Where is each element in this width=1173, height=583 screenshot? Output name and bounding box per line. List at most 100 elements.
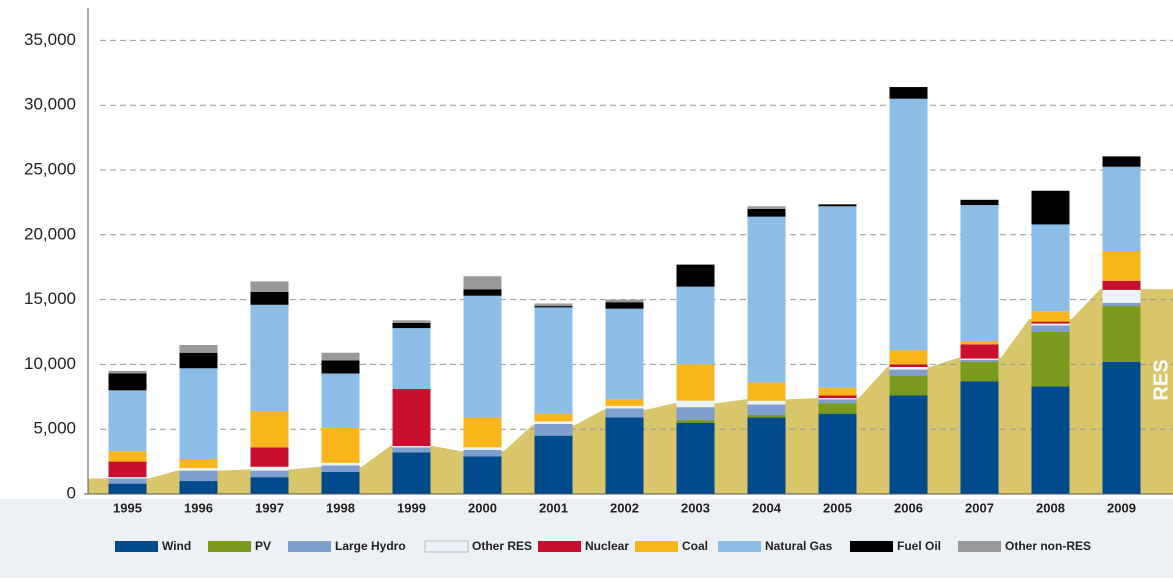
bar-segment — [960, 204, 999, 342]
bar-segment — [605, 308, 644, 400]
bar-segment — [1031, 323, 1070, 326]
bar-segment — [818, 387, 857, 396]
bar-segment — [179, 468, 218, 471]
bar-segment — [392, 447, 431, 453]
x-tick-label: 1998 — [326, 500, 355, 515]
legend-label: Natural Gas — [765, 539, 833, 553]
x-tick-label: 1999 — [397, 500, 426, 515]
bar-segment — [179, 459, 218, 469]
legend-swatch — [288, 541, 331, 552]
bar-segment — [889, 350, 928, 365]
y-tick-label: 30,000 — [24, 95, 76, 114]
bar-segment — [1102, 289, 1141, 303]
x-tick-label: 2004 — [752, 500, 782, 515]
y-tick-label: 0 — [67, 483, 76, 502]
bar-segment — [676, 364, 715, 401]
bar-segment — [747, 208, 786, 217]
bar-segment — [1031, 224, 1070, 312]
bar-segment — [747, 417, 786, 494]
bar-segment — [676, 400, 715, 408]
legend-label: Coal — [682, 539, 708, 553]
bar-segment — [818, 399, 857, 404]
bar-segment — [534, 303, 573, 307]
legend-swatch — [635, 541, 678, 552]
bar-segment — [321, 360, 360, 374]
legend-label: PV — [255, 539, 271, 553]
bar-segment — [889, 87, 928, 99]
legend-swatch — [850, 541, 893, 552]
bar-segment — [463, 295, 502, 418]
bar-segment — [534, 435, 573, 494]
bar-segment — [321, 462, 360, 466]
y-tick-label: 15,000 — [24, 289, 76, 308]
bar-segment — [605, 399, 644, 406]
x-tick-label: 2003 — [681, 500, 710, 515]
bar-segment — [463, 417, 502, 448]
bar-segment — [250, 466, 289, 471]
bar-segment — [818, 206, 857, 388]
y-tick-label: 20,000 — [24, 224, 76, 243]
bar-segment — [1102, 280, 1141, 290]
bar-segment — [676, 420, 715, 423]
bar-segment — [108, 451, 147, 462]
legend-swatch — [424, 540, 469, 553]
x-tick-label: 1996 — [184, 500, 213, 515]
legend-label: Fuel Oil — [897, 539, 941, 553]
bar-segment — [676, 286, 715, 365]
x-tick-label: 1995 — [113, 500, 142, 515]
x-tick-label: 2009 — [1107, 500, 1136, 515]
bar-segment — [960, 344, 999, 359]
bar-segment — [250, 411, 289, 448]
bar-segment — [676, 422, 715, 494]
bar-segment — [321, 465, 360, 472]
bar-segment — [250, 447, 289, 467]
bar-segment — [179, 344, 218, 353]
legend-swatch — [115, 541, 158, 552]
bar-segment — [1102, 156, 1141, 167]
bar-segment — [889, 376, 928, 396]
bar-segment — [534, 413, 573, 422]
bar-segment — [534, 421, 573, 425]
bar-segment — [321, 373, 360, 428]
bar-segment — [534, 424, 573, 436]
bar-segment — [889, 395, 928, 494]
y-tick-label: 5,000 — [33, 419, 76, 438]
y-tick-label: 25,000 — [24, 159, 76, 178]
legend-swatch — [718, 541, 761, 552]
bar-segment — [321, 352, 360, 361]
bar-segment — [889, 366, 928, 370]
bar-segment — [392, 389, 431, 447]
bar-segment — [179, 481, 218, 494]
bar-segment — [747, 206, 786, 209]
bar-segment — [605, 408, 644, 418]
legend-label: Nuclear — [585, 539, 629, 553]
bar-segment — [676, 264, 715, 287]
x-tick-label: 2002 — [610, 500, 639, 515]
area-label: RES — [1150, 359, 1172, 400]
bar-segment — [392, 446, 431, 448]
bar-segment — [605, 302, 644, 309]
bar-segment — [250, 281, 289, 292]
bar-segment — [108, 390, 147, 452]
bar-segment — [108, 461, 147, 478]
x-tick-label: 2007 — [965, 500, 994, 515]
y-tick-label: 35,000 — [24, 30, 76, 49]
legend-label: Large Hydro — [335, 539, 406, 553]
x-tick-label: 1997 — [255, 500, 284, 515]
legend-swatch — [208, 541, 251, 552]
bar-segment — [250, 470, 289, 478]
bar-segment — [179, 368, 218, 460]
bar-segment — [960, 359, 999, 362]
bar-segment — [392, 320, 431, 323]
legend-label: Other RES — [472, 539, 532, 553]
bar-segment — [960, 199, 999, 205]
bar-segment — [108, 478, 147, 484]
bar-segment — [463, 449, 502, 457]
bar-segment — [179, 352, 218, 369]
x-tick-label: 2000 — [468, 500, 497, 515]
bar-segment — [108, 370, 147, 374]
bar-segment — [605, 299, 644, 303]
bar-segment — [960, 381, 999, 494]
legend-swatch — [958, 541, 1001, 552]
bar-segment — [889, 364, 928, 367]
